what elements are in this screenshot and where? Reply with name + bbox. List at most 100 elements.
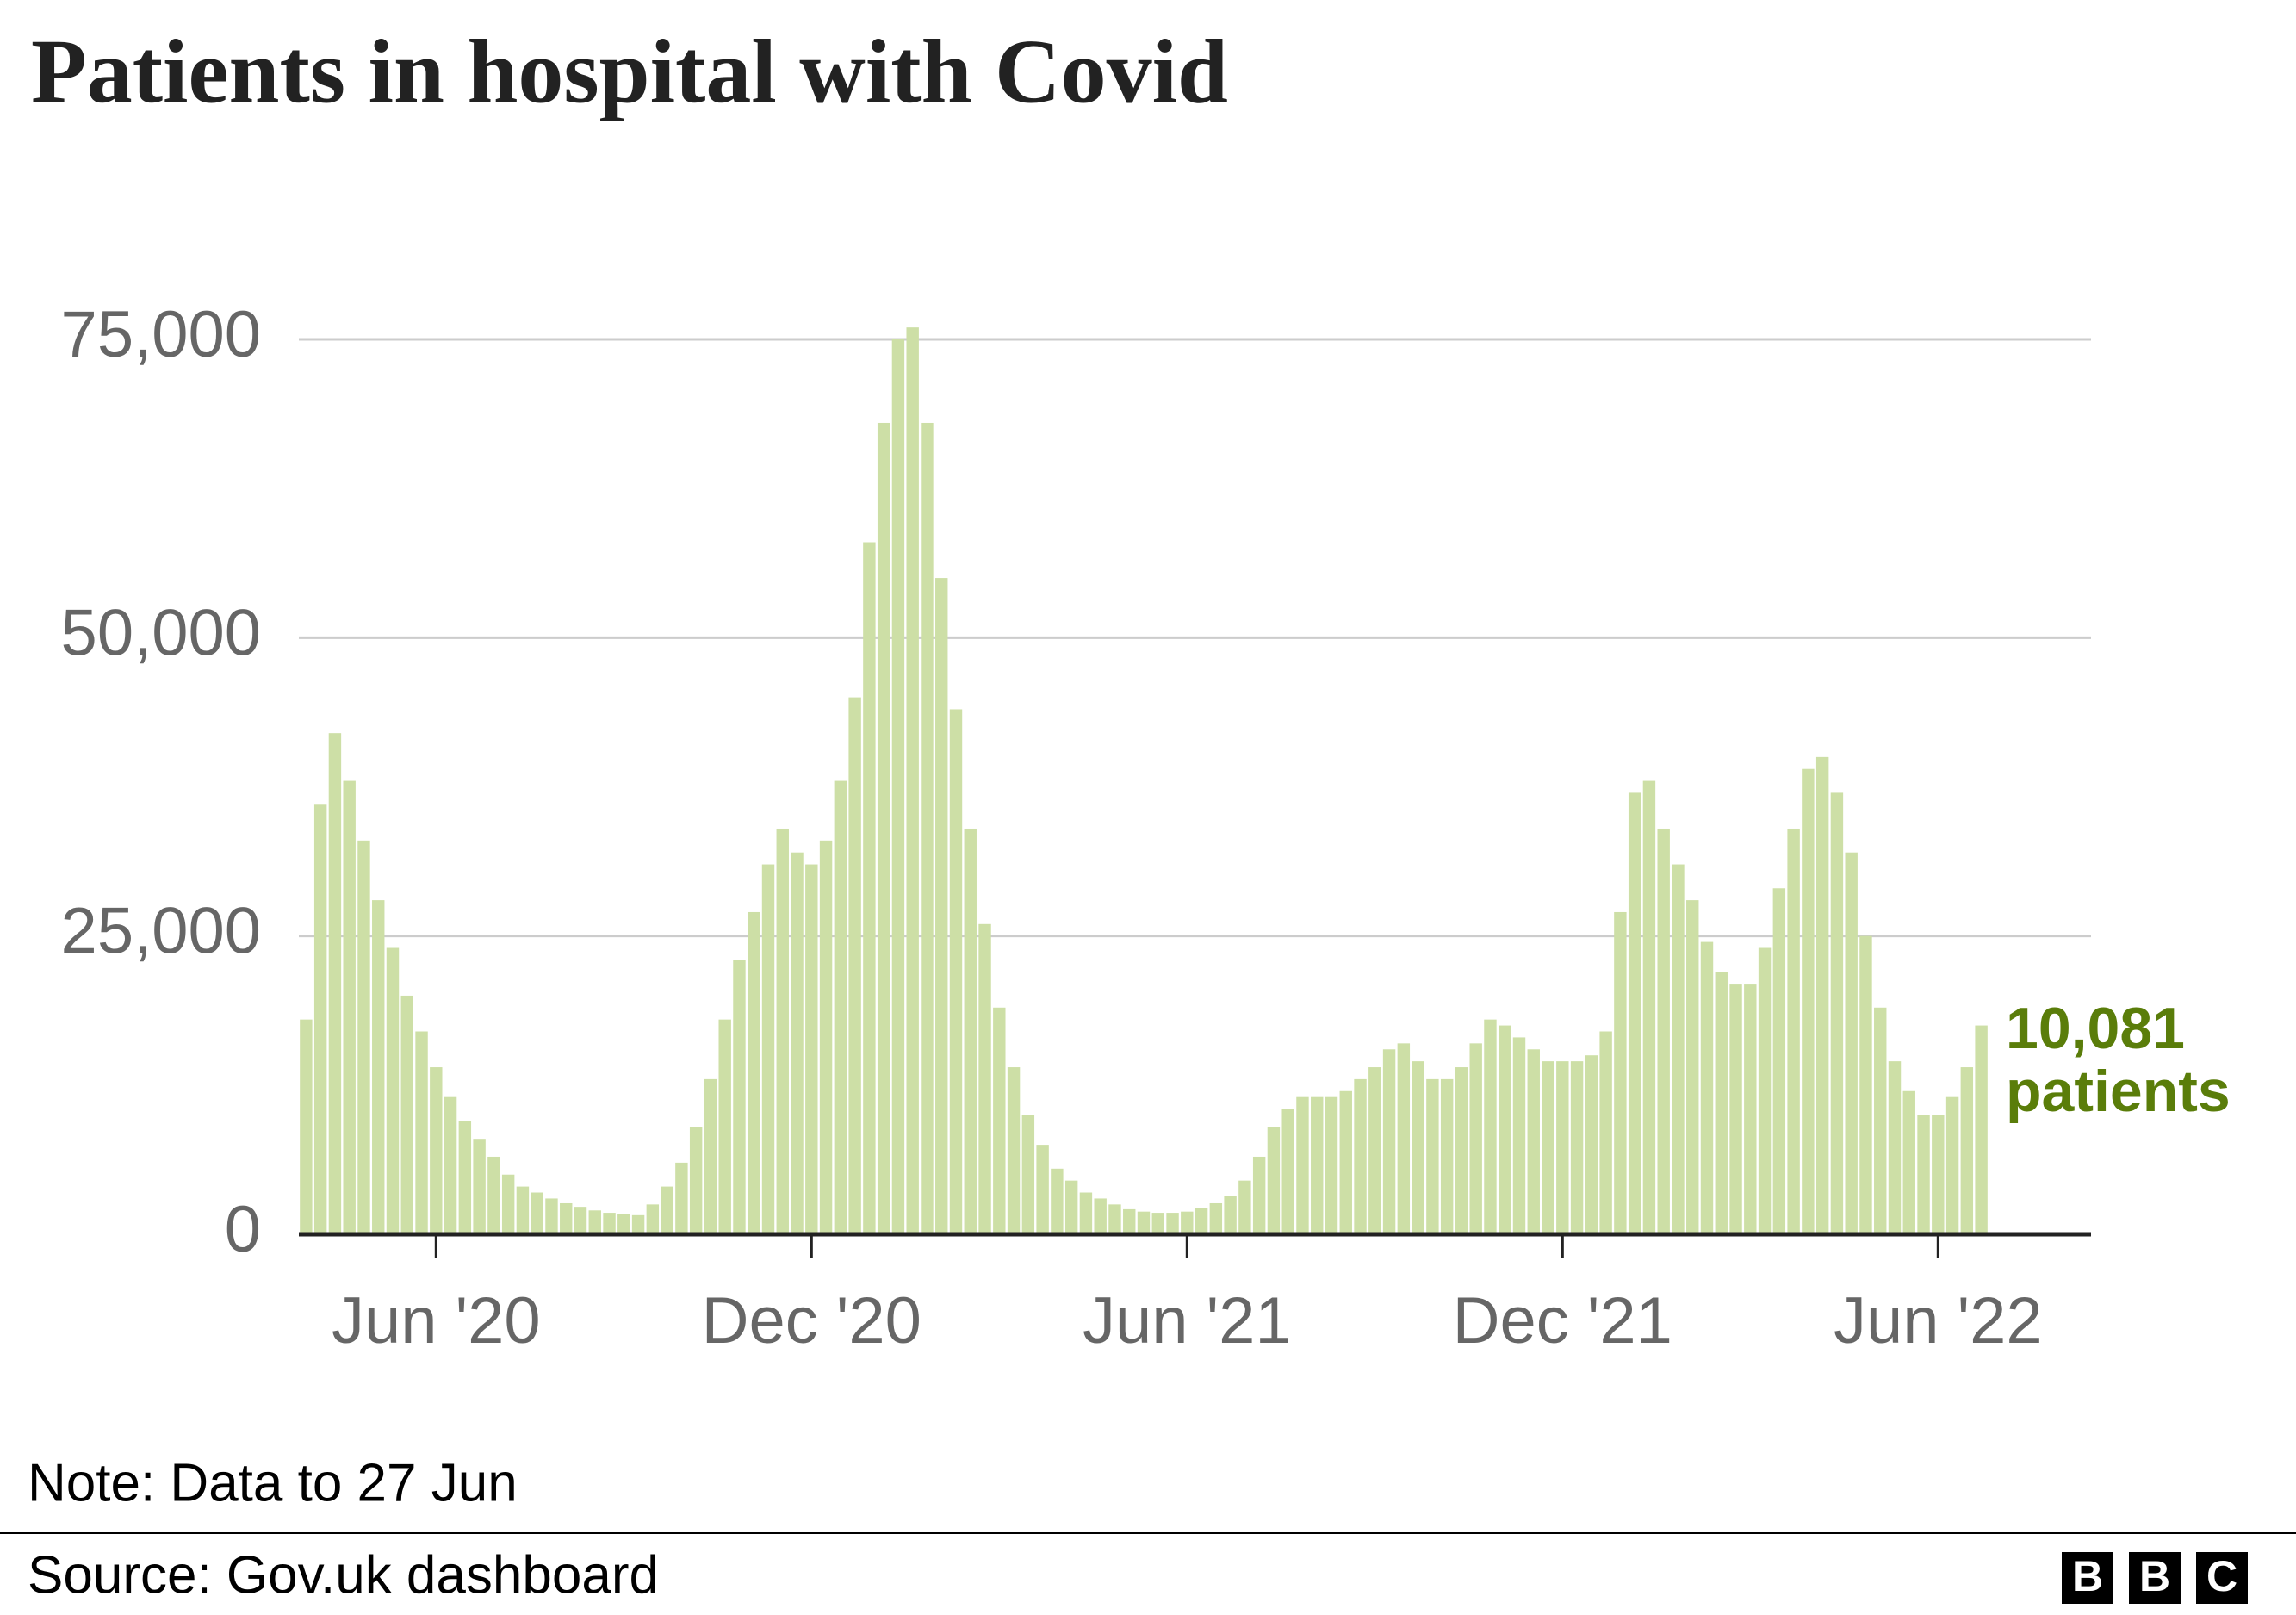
bar <box>1021 1115 1035 1234</box>
bar <box>1758 947 1772 1234</box>
bar <box>1744 984 1757 1234</box>
bar <box>1499 1025 1511 1234</box>
bar <box>1614 911 1627 1234</box>
bar <box>1729 984 1742 1234</box>
bar <box>1672 864 1685 1234</box>
note: Note: Data to 27 Jun <box>28 1453 518 1513</box>
bar <box>516 1186 530 1234</box>
bar <box>1051 1168 1064 1234</box>
bar <box>458 1121 472 1234</box>
bar <box>1267 1127 1281 1234</box>
bar <box>1556 1061 1569 1234</box>
bar <box>718 1019 731 1234</box>
bar <box>1686 900 1699 1234</box>
bar <box>1064 1180 1078 1234</box>
bar <box>1917 1115 1930 1234</box>
bar <box>631 1214 645 1234</box>
bar <box>1166 1213 1179 1234</box>
bar <box>993 1007 1006 1234</box>
bar <box>1311 1096 1324 1234</box>
annotation: 10,081 <box>2006 996 2185 1061</box>
x-tick-label: Jun '20 <box>332 1284 541 1357</box>
logo-box <box>2196 1552 2248 1604</box>
bar <box>1570 1061 1584 1234</box>
bar <box>1354 1078 1367 1234</box>
bar <box>1238 1180 1251 1234</box>
y-tick-label: 50,000 <box>61 596 261 669</box>
bar <box>1642 780 1656 1234</box>
logo-letter: C <box>2206 1552 2237 1600</box>
bar <box>1945 1096 1959 1234</box>
bar <box>372 900 385 1234</box>
bar <box>1079 1192 1093 1234</box>
annotation: patients <box>2006 1059 2231 1124</box>
bar <box>1527 1049 1540 1234</box>
bar <box>1455 1067 1468 1234</box>
bar <box>761 864 775 1234</box>
bar <box>300 1019 313 1234</box>
x-tick-label: Jun '22 <box>1834 1284 2043 1357</box>
bar <box>444 1096 457 1234</box>
bar <box>501 1174 515 1234</box>
bar <box>1123 1208 1136 1234</box>
bar <box>487 1156 500 1234</box>
bar <box>1325 1096 1338 1234</box>
bar <box>1195 1208 1208 1234</box>
bar <box>1542 1061 1554 1234</box>
logo-box <box>2129 1552 2181 1604</box>
bar <box>1802 768 1815 1234</box>
y-tick-label: 0 <box>225 1193 261 1266</box>
bar <box>1888 1061 1902 1234</box>
x-tick-label: Dec '21 <box>1453 1284 1672 1357</box>
bar <box>430 1067 443 1234</box>
bar <box>1224 1196 1237 1234</box>
bar <box>357 840 370 1234</box>
bar <box>949 709 963 1234</box>
bar <box>1975 1025 1988 1234</box>
bar <box>646 1204 660 1234</box>
bar <box>1151 1213 1164 1234</box>
bar <box>617 1214 630 1234</box>
logo-letter: B <box>2139 1552 2170 1600</box>
bar <box>1036 1145 1049 1234</box>
bar <box>1094 1198 1107 1234</box>
bar <box>834 780 847 1234</box>
chart-title: Patients in hospital with Covid <box>31 21 1228 121</box>
bar <box>921 422 934 1234</box>
bar <box>343 780 356 1234</box>
bar <box>1412 1061 1424 1234</box>
bar <box>964 828 977 1234</box>
bar <box>560 1202 573 1234</box>
bar <box>1469 1043 1482 1234</box>
bar <box>877 422 890 1234</box>
bar <box>1484 1019 1497 1234</box>
logo-letter: B <box>2072 1552 2103 1600</box>
bar <box>733 960 746 1234</box>
bar <box>1657 828 1670 1234</box>
bar <box>415 1031 428 1234</box>
bar <box>1815 756 1829 1234</box>
bar <box>1339 1090 1352 1234</box>
bar <box>603 1213 616 1234</box>
x-tick-label: Jun '21 <box>1083 1284 1292 1357</box>
bar <box>1932 1115 1945 1234</box>
bar <box>386 947 400 1234</box>
bar <box>906 327 919 1234</box>
bar <box>848 697 861 1234</box>
bar <box>1585 1055 1598 1234</box>
bar <box>805 864 818 1234</box>
x-tick-label: Dec '20 <box>702 1284 922 1357</box>
bar <box>1512 1037 1526 1234</box>
bar <box>531 1192 543 1234</box>
bar <box>1108 1204 1121 1234</box>
bar <box>1137 1211 1151 1234</box>
bar <box>400 995 413 1234</box>
bar <box>328 733 342 1234</box>
bar <box>1700 941 1714 1234</box>
bar <box>704 1078 717 1234</box>
bar <box>748 911 760 1234</box>
bar <box>574 1207 587 1234</box>
bar <box>313 804 327 1234</box>
bar <box>588 1210 601 1234</box>
